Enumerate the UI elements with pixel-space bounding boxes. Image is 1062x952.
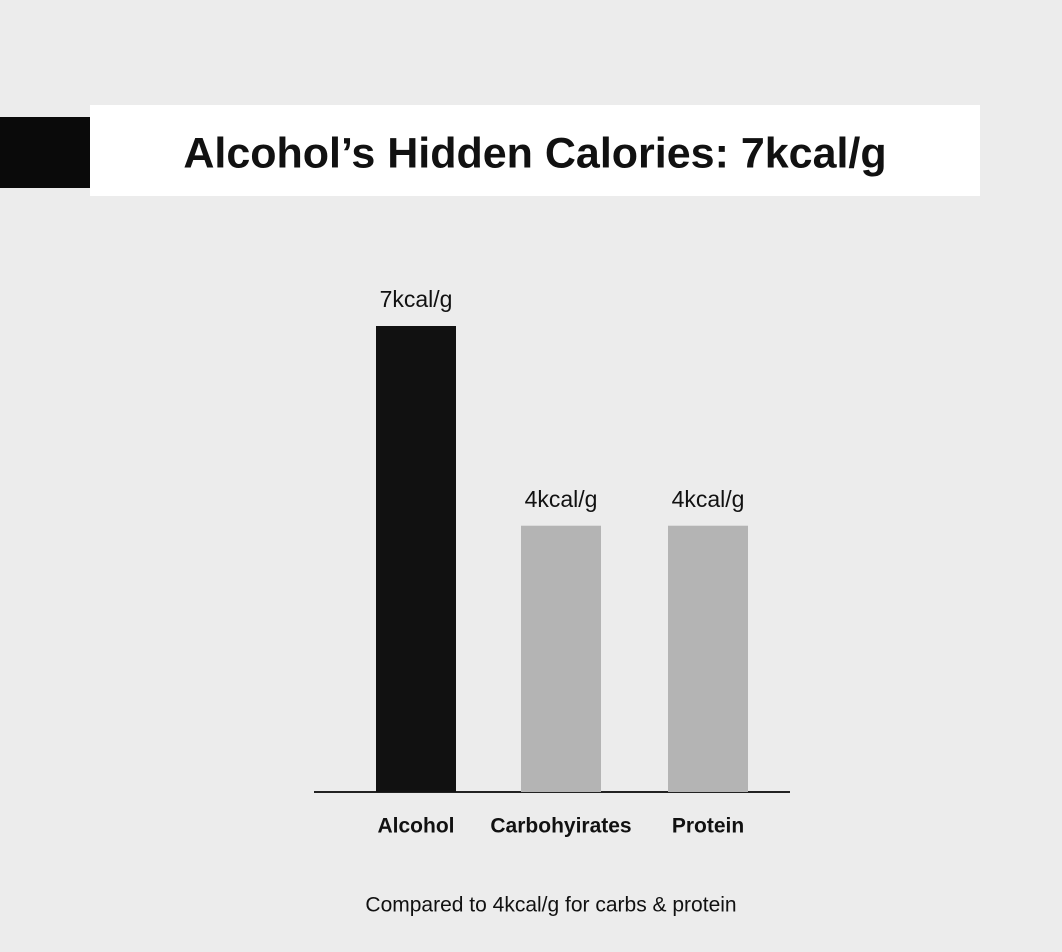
value-label: 7kcal/g: [380, 286, 453, 312]
x-tick-label: Protein: [672, 815, 744, 838]
title-banner: [90, 105, 980, 196]
value-label: 4kcal/g: [525, 486, 598, 512]
x-tick-label: Alcohol: [378, 815, 455, 838]
bar: [668, 525, 748, 792]
bar: [521, 525, 601, 792]
footnote: Compared to 4kcal/g for carbs & protein: [365, 894, 736, 917]
accent-block: [0, 117, 90, 188]
bar: [376, 326, 456, 792]
chart-title: Alcohol’s Hidden Calories: 7kcal/g: [183, 129, 886, 177]
x-tick-label: Carbohyirates: [490, 815, 631, 838]
value-label: 4kcal/g: [672, 486, 745, 512]
